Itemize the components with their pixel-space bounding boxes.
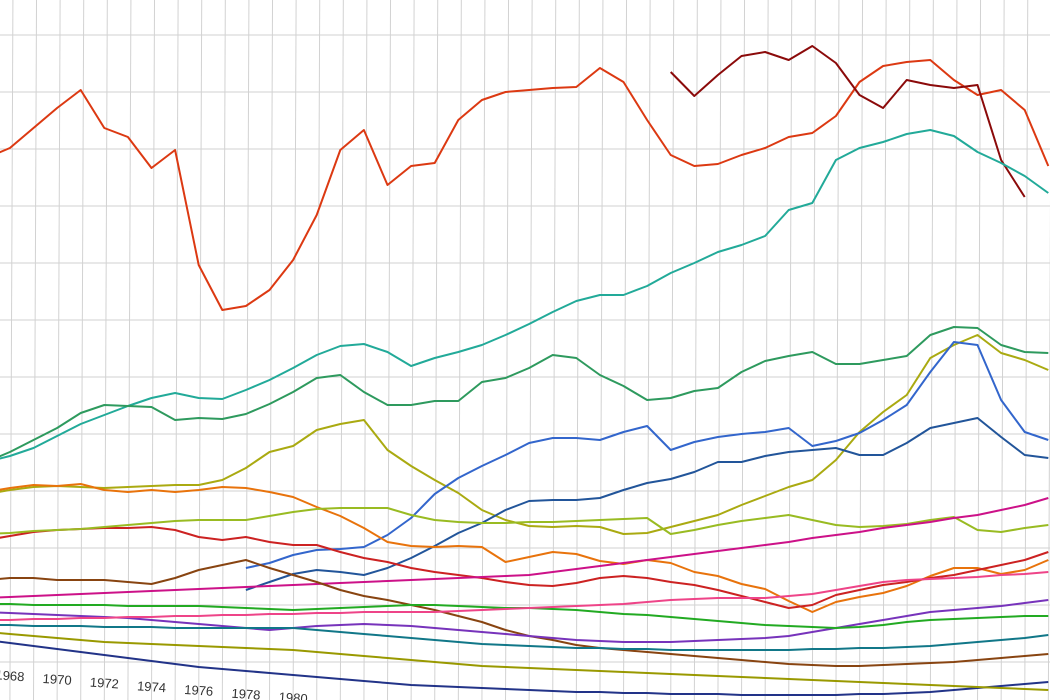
x-tick-label: 1980 [278, 689, 308, 700]
grid-line [693, 0, 698, 700]
data-line [245, 417, 1049, 591]
grid-line [245, 0, 250, 700]
data-line [669, 45, 1026, 198]
grid-line [599, 0, 604, 700]
grid-line [929, 0, 934, 700]
grid-line [882, 0, 887, 700]
data-line [0, 497, 1049, 599]
grid-line [292, 0, 297, 700]
grid-line [269, 0, 274, 700]
data-line [0, 640, 1049, 696]
grid-line [363, 0, 368, 700]
grid-line [528, 0, 533, 700]
grid-line [788, 0, 793, 700]
grid-line [410, 0, 415, 700]
data-line [0, 632, 1049, 691]
grid-line [717, 0, 722, 700]
grid-line [481, 0, 486, 700]
x-tick-label: 1968 [0, 667, 25, 684]
grid-line [670, 0, 675, 700]
x-tick-label: 1976 [184, 682, 214, 699]
data-line [0, 559, 1049, 667]
data-line [245, 341, 1049, 569]
labels: 1968 1970 1972 1974 1976 1978 1980 [0, 667, 308, 700]
grid-line [80, 0, 85, 700]
grid-line [646, 0, 651, 700]
grid-line [387, 0, 392, 700]
grid-line [221, 0, 226, 700]
lines [0, 45, 1050, 696]
x-tick-label: 1970 [42, 671, 72, 688]
grid-line [859, 0, 864, 700]
grid-line [505, 0, 510, 700]
grid-line [56, 0, 61, 700]
grid-line [764, 0, 769, 700]
grid-line [623, 0, 628, 700]
grid-line [1000, 0, 1005, 700]
grid-line [127, 0, 132, 700]
data-line [0, 129, 1049, 460]
grid-line [9, 0, 14, 700]
x-tick-label: 1978 [231, 686, 261, 700]
grid-line [33, 0, 38, 700]
data-line [0, 624, 1049, 651]
data-line [0, 526, 1049, 609]
grid-line [174, 0, 179, 700]
grid-line [103, 0, 108, 700]
data-line [0, 59, 1050, 311]
x-tick-label: 1972 [89, 675, 119, 692]
grid-line [906, 0, 911, 700]
data-line [0, 507, 1049, 535]
grid-line [835, 0, 840, 700]
data-line [0, 326, 1049, 458]
grid-line [552, 0, 557, 700]
grid-line [434, 0, 439, 700]
data-line [0, 483, 1049, 613]
grid-line [198, 0, 203, 700]
grid-line [953, 0, 958, 700]
data-line [0, 599, 1049, 643]
x-tick-label: 1974 [137, 678, 167, 695]
data-line [0, 571, 1049, 621]
grid-line [811, 0, 816, 700]
